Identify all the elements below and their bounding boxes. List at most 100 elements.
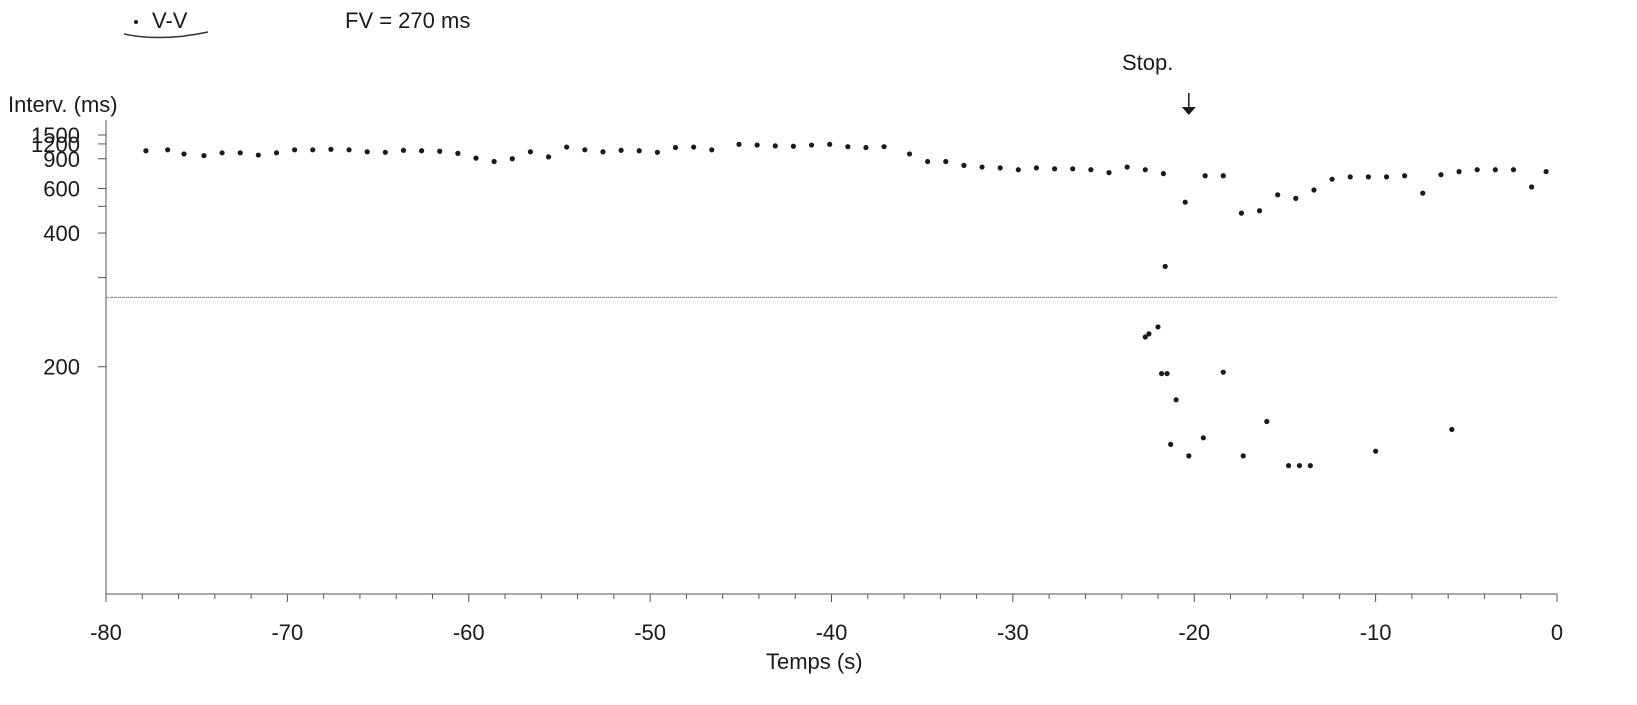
x-axis-label: Temps (s) xyxy=(766,649,863,674)
data-point xyxy=(292,147,298,153)
data-point xyxy=(1238,210,1245,216)
data-point xyxy=(1182,199,1188,205)
data-point xyxy=(1383,174,1390,180)
data-point xyxy=(709,147,715,153)
x-tick-label: -40 xyxy=(816,620,848,645)
data-point xyxy=(790,143,797,149)
data-point xyxy=(455,150,461,156)
data-point xyxy=(1142,167,1148,173)
data-point xyxy=(437,148,443,154)
data-point xyxy=(1070,166,1076,172)
data-point xyxy=(654,149,660,155)
data-point xyxy=(1015,167,1021,173)
data-point xyxy=(509,156,515,162)
data-point xyxy=(527,149,534,155)
legend-marker xyxy=(134,20,138,24)
data-point xyxy=(1420,190,1426,196)
data-point xyxy=(754,142,760,148)
data-point xyxy=(143,148,149,154)
stop-annotation: Stop. xyxy=(1122,50,1174,75)
x-tick-label: -20 xyxy=(1178,620,1210,645)
data-point xyxy=(1186,453,1192,459)
data-point xyxy=(691,144,697,150)
data-point xyxy=(772,143,778,149)
data-point xyxy=(979,164,985,170)
x-tick-label: -60 xyxy=(453,620,485,645)
data-point xyxy=(1296,463,1303,469)
data-point xyxy=(1275,192,1281,198)
data-point xyxy=(1162,263,1168,270)
fv-annotation: FV = 270 ms xyxy=(345,8,471,33)
x-tick-label: -50 xyxy=(634,620,666,645)
data-point xyxy=(1492,167,1498,173)
x-tick-label: -70 xyxy=(271,620,303,645)
data-point xyxy=(255,152,261,158)
data-point xyxy=(863,144,869,151)
data-point xyxy=(1159,370,1165,377)
data-point xyxy=(943,158,949,165)
data-point xyxy=(1256,208,1263,214)
data-point xyxy=(961,162,967,168)
data-point xyxy=(1146,331,1152,337)
data-point xyxy=(736,141,742,147)
y-tick-label: 200 xyxy=(43,355,80,380)
data-point xyxy=(1160,171,1167,177)
y-axis-label: Interv. (ms) xyxy=(8,92,118,117)
y-tick-label: 900 xyxy=(43,147,80,172)
y-tick-label: 1500 xyxy=(31,123,80,148)
y-tick-label: 400 xyxy=(43,221,80,246)
x-tick-label: -80 xyxy=(90,620,122,645)
data-point xyxy=(237,150,243,156)
data-point xyxy=(181,151,187,157)
data-point xyxy=(582,147,588,153)
data-point xyxy=(997,165,1003,171)
data-point xyxy=(382,149,388,155)
data-point xyxy=(400,147,407,153)
data-point xyxy=(564,144,570,150)
x-tick-label: -10 xyxy=(1360,620,1392,645)
data-point xyxy=(1051,166,1058,172)
data-point xyxy=(1307,463,1313,469)
data-point xyxy=(219,150,225,156)
data-point xyxy=(1347,174,1353,180)
data-point xyxy=(1285,463,1292,469)
data-point xyxy=(1474,167,1480,173)
data-point xyxy=(1329,176,1335,182)
data-point xyxy=(1264,418,1270,425)
data-point xyxy=(1142,334,1148,340)
data-point xyxy=(808,142,815,148)
data-point xyxy=(845,144,851,150)
x-tick-label: -30 xyxy=(997,620,1029,645)
data-point xyxy=(1402,173,1408,179)
data-point xyxy=(1200,435,1206,441)
data-point xyxy=(906,151,913,157)
data-point xyxy=(1311,187,1317,193)
data-point xyxy=(672,144,679,151)
legend-label: V-V xyxy=(152,8,188,33)
data-point xyxy=(545,154,552,160)
data-point xyxy=(1373,448,1379,454)
data-point xyxy=(1365,174,1371,180)
stop-arrow-head xyxy=(1181,107,1196,115)
data-point xyxy=(1173,397,1179,403)
data-point xyxy=(165,147,171,153)
data-point xyxy=(1456,169,1462,175)
data-point xyxy=(881,144,887,150)
data-point xyxy=(1449,426,1455,433)
data-point xyxy=(1202,173,1208,179)
data-point xyxy=(636,148,642,154)
y-tick-label: 1200 xyxy=(31,132,80,157)
data-point xyxy=(1164,370,1170,377)
data-point xyxy=(1543,169,1549,175)
data-point xyxy=(1088,167,1094,173)
data-point xyxy=(600,149,606,155)
data-point xyxy=(1155,324,1161,330)
data-point xyxy=(473,155,479,161)
data-point xyxy=(1240,453,1246,459)
data-point xyxy=(201,153,207,159)
data-point xyxy=(364,149,370,155)
data-point xyxy=(1293,195,1299,201)
data-point xyxy=(1510,167,1517,173)
data-point xyxy=(491,158,497,165)
